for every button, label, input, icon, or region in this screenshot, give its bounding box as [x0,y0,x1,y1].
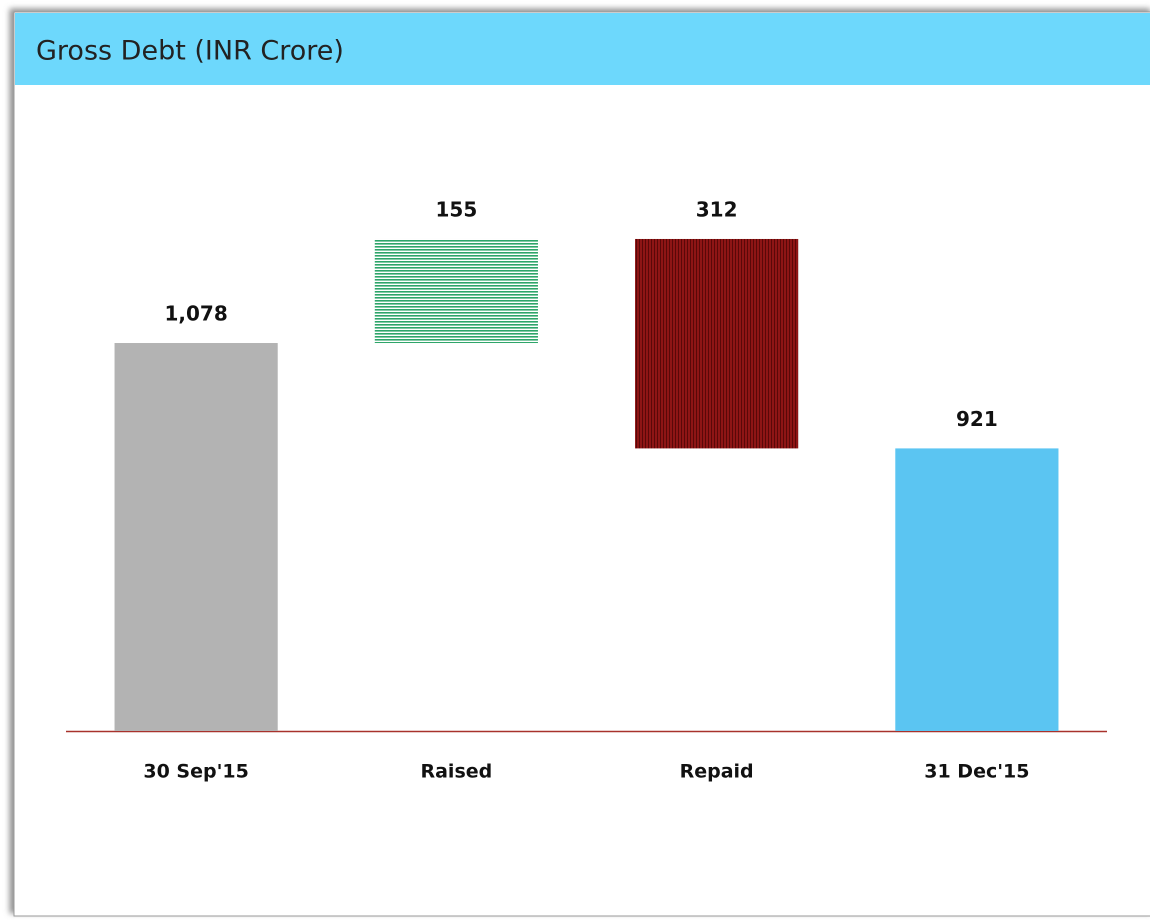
value-label: 155 [436,197,478,221]
chart-title: Gross Debt (INR Crore) [36,36,344,67]
bar [114,343,278,731]
bar [635,238,799,449]
value-label: 921 [956,407,998,431]
value-label: 312 [696,197,738,221]
x-tick-label: Repaid [680,761,754,783]
value-label: 1,078 [164,302,227,326]
bar [895,448,1059,731]
x-tick-label: 30 Sep'15 [143,761,248,783]
x-tick-label: Raised [420,761,492,783]
bar [374,238,538,344]
x-tick-label: 31 Dec'15 [924,761,1029,783]
title-band [15,13,1150,85]
